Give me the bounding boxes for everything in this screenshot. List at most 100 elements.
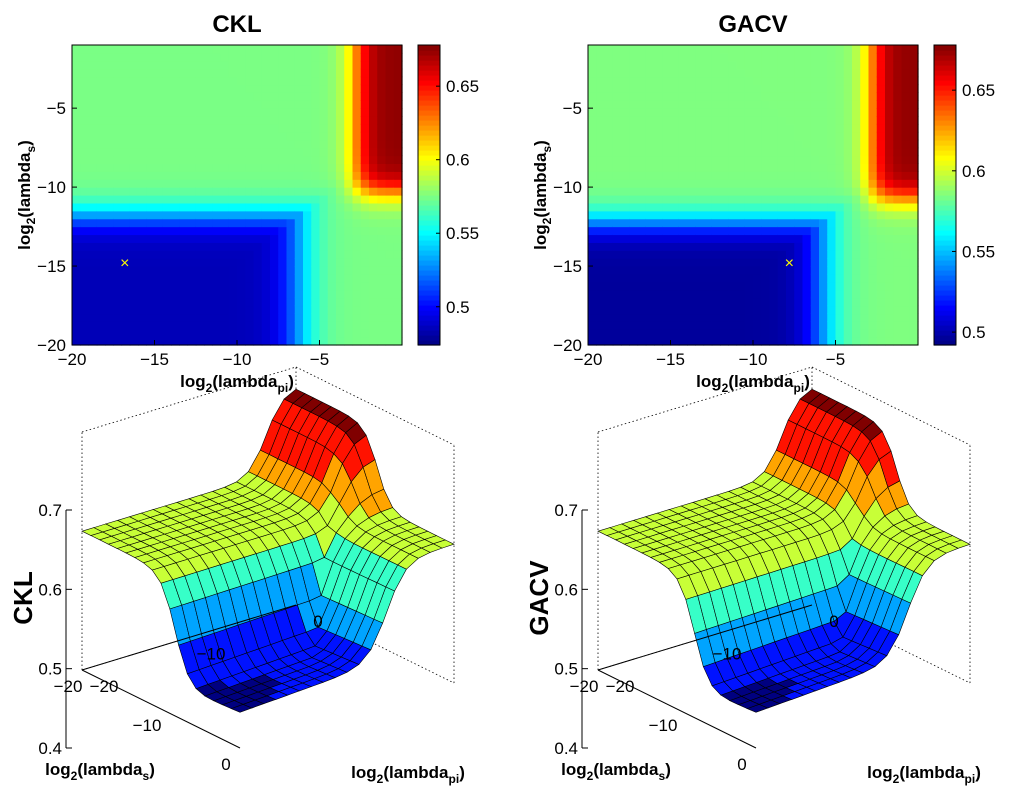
heatmap-cell [868, 273, 878, 283]
heatmap-cell [654, 123, 663, 133]
heatmap-cell [80, 60, 90, 70]
heatmap-cell [753, 273, 762, 283]
heatmap-cell [212, 171, 222, 180]
heatmap-cell [336, 179, 345, 188]
heatmap-cell [245, 92, 255, 101]
heatmap-cell [237, 281, 246, 291]
heatmap-cell [827, 195, 837, 204]
heatmap-cell [261, 92, 271, 101]
heatmap-cell [695, 226, 705, 236]
heatmap-cell [72, 273, 81, 283]
heatmap-cell [72, 45, 81, 54]
heatmap-cell [88, 60, 98, 70]
box-edge [597, 366, 813, 433]
heatmap-cell [885, 163, 894, 172]
heatmap-cell [286, 305, 296, 315]
heatmap-cell [294, 321, 304, 330]
heatmap-cell [612, 92, 622, 101]
heatmap-cell [794, 250, 804, 259]
heatmap-cell [327, 297, 337, 307]
heatmap-cell [786, 52, 795, 62]
heatmap-cell [311, 329, 321, 338]
heatmap-cell [171, 123, 180, 133]
heatmap-cell [711, 84, 721, 93]
heatmap-cell [810, 100, 820, 109]
axis-label-part-base: log [696, 372, 722, 391]
heatmap-cell [629, 226, 639, 236]
heatmap-cell [237, 195, 246, 204]
heatmap-cell [687, 163, 696, 172]
heatmap-cell [72, 100, 81, 109]
heatmap-cell [645, 155, 655, 165]
heatmap-cell [843, 210, 853, 220]
heatmap-cell [88, 289, 98, 299]
heatmap-cell [843, 147, 853, 157]
heatmap-cell [138, 218, 147, 228]
heatmap-cell [286, 76, 296, 86]
heatmap-cell [96, 52, 106, 62]
heatmap-cell [645, 266, 655, 275]
heatmap-cell [802, 84, 812, 93]
heatmap-cell [88, 68, 98, 78]
heatmap-cell [604, 84, 614, 93]
heatmap-cell [187, 281, 197, 291]
heatmap-cell [220, 52, 230, 62]
heatmap-cell [261, 273, 271, 283]
heatmap-cell [596, 195, 606, 204]
heatmap-cell [612, 281, 622, 291]
heatmap-cell [311, 131, 321, 141]
heatmap-cell [138, 84, 147, 93]
heatmap-cell [146, 45, 156, 54]
heatmap-cell [876, 289, 886, 299]
heatmap-cell [377, 76, 387, 86]
heatmap-cell [352, 258, 362, 267]
heatmap-cell [893, 202, 903, 212]
heatmap-cell [195, 116, 205, 125]
heatmap-cell [711, 313, 721, 322]
z-tick-label: 0.6 [38, 580, 62, 599]
heatmap-cell [270, 242, 279, 251]
heatmap-cell [720, 297, 729, 307]
heatmap-cell [909, 45, 919, 54]
heatmap-cell [736, 226, 746, 236]
heatmap-cell [761, 210, 771, 220]
heatmap-cell [893, 45, 903, 54]
heatmap-cell [901, 139, 911, 149]
heatmap-cell [245, 123, 255, 133]
heatmap-cell [662, 179, 672, 188]
heatmap-cell [687, 202, 696, 212]
heatmap-cell [678, 155, 688, 165]
heatmap-cell [294, 297, 304, 307]
colorbar-segment [934, 295, 956, 301]
heatmap-cell [868, 123, 878, 133]
heatmap-cell [245, 242, 255, 251]
heatmap-cell [588, 226, 597, 236]
heatmap-cell [237, 52, 246, 62]
heatmap-cell [385, 52, 395, 62]
heatmap-cell [187, 234, 197, 243]
heatmap-cell [868, 195, 878, 204]
heatmap-cell [360, 76, 370, 86]
heatmap-cell [162, 60, 172, 70]
heatmap-cell [901, 202, 911, 212]
heatmap-cell [369, 234, 378, 243]
heatmap-cell [129, 52, 139, 62]
heatmap-cell [327, 329, 337, 338]
heatmap-cell [835, 329, 845, 338]
heatmap-cell [138, 92, 147, 101]
heatmap-cell [678, 210, 688, 220]
heatmap-cell [687, 179, 696, 188]
heatmap-cell [179, 258, 189, 267]
chart-title: GACV [718, 11, 787, 38]
heatmap-cell [88, 281, 98, 291]
heatmap-cell [212, 289, 222, 299]
heatmap-cell [253, 147, 263, 157]
heatmap-cell [138, 210, 147, 220]
heatmap-cell [794, 76, 804, 86]
heatmap-cell [728, 60, 738, 70]
heatmap-cell [393, 281, 403, 291]
heatmap-cell [138, 76, 147, 86]
heatmap-cell [179, 234, 189, 243]
heatmap-cell [819, 52, 828, 62]
heatmap-cell [72, 163, 81, 172]
